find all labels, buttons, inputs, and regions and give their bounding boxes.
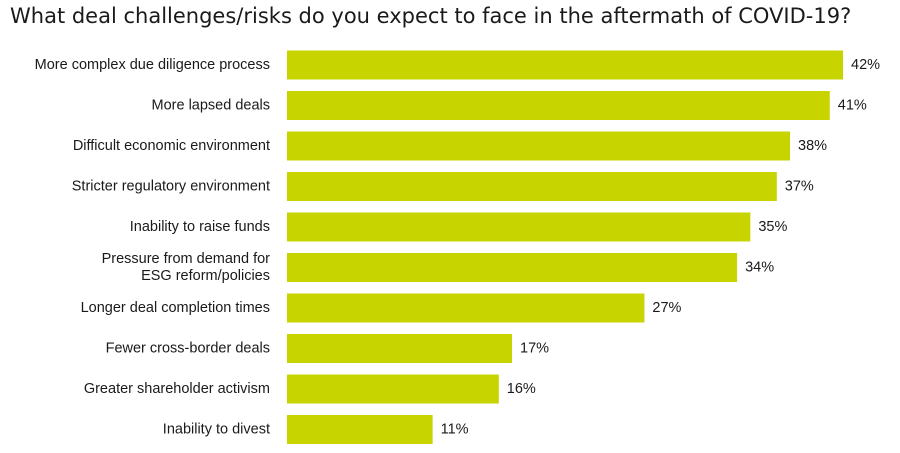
category-label-10: Inability to divest <box>163 421 270 437</box>
value-label-6: 34% <box>745 259 774 275</box>
bar-10 <box>287 415 433 444</box>
bar-1 <box>287 50 843 80</box>
value-label-4: 37% <box>785 178 814 194</box>
category-label-4: Stricter regulatory environment <box>72 178 270 194</box>
value-label-7: 27% <box>652 300 681 316</box>
bar-5 <box>287 212 751 242</box>
value-label-10: 11% <box>441 421 469 437</box>
category-label-2: More lapsed deals <box>152 97 271 113</box>
value-label-2: 41% <box>838 97 867 113</box>
value-label-1: 42% <box>851 57 880 73</box>
bar-7 <box>287 293 645 323</box>
category-label-9: Greater shareholder activism <box>84 381 270 397</box>
category-label-7: Longer deal completion times <box>81 300 270 316</box>
bar-2 <box>287 91 830 120</box>
category-label-1: More complex due diligence process <box>35 57 270 73</box>
value-label-3: 38% <box>798 138 827 154</box>
bar-8 <box>287 334 513 363</box>
bar-9 <box>287 374 499 404</box>
category-label-6: Pressure from demand for ESG reform/polic… <box>102 251 271 284</box>
value-label-5: 35% <box>758 219 787 235</box>
value-label-8: 17% <box>520 340 549 356</box>
bar-4 <box>287 172 777 201</box>
category-label-8: Fewer cross-border deals <box>106 340 270 356</box>
category-label-5: Inability to raise funds <box>130 219 270 235</box>
bar-3 <box>287 131 791 161</box>
bar-6 <box>287 253 738 282</box>
chart-title: What deal challenges/risks do you expect… <box>10 4 852 28</box>
value-label-9: 16% <box>507 381 536 397</box>
category-label-3: Difficult economic environment <box>73 138 270 154</box>
